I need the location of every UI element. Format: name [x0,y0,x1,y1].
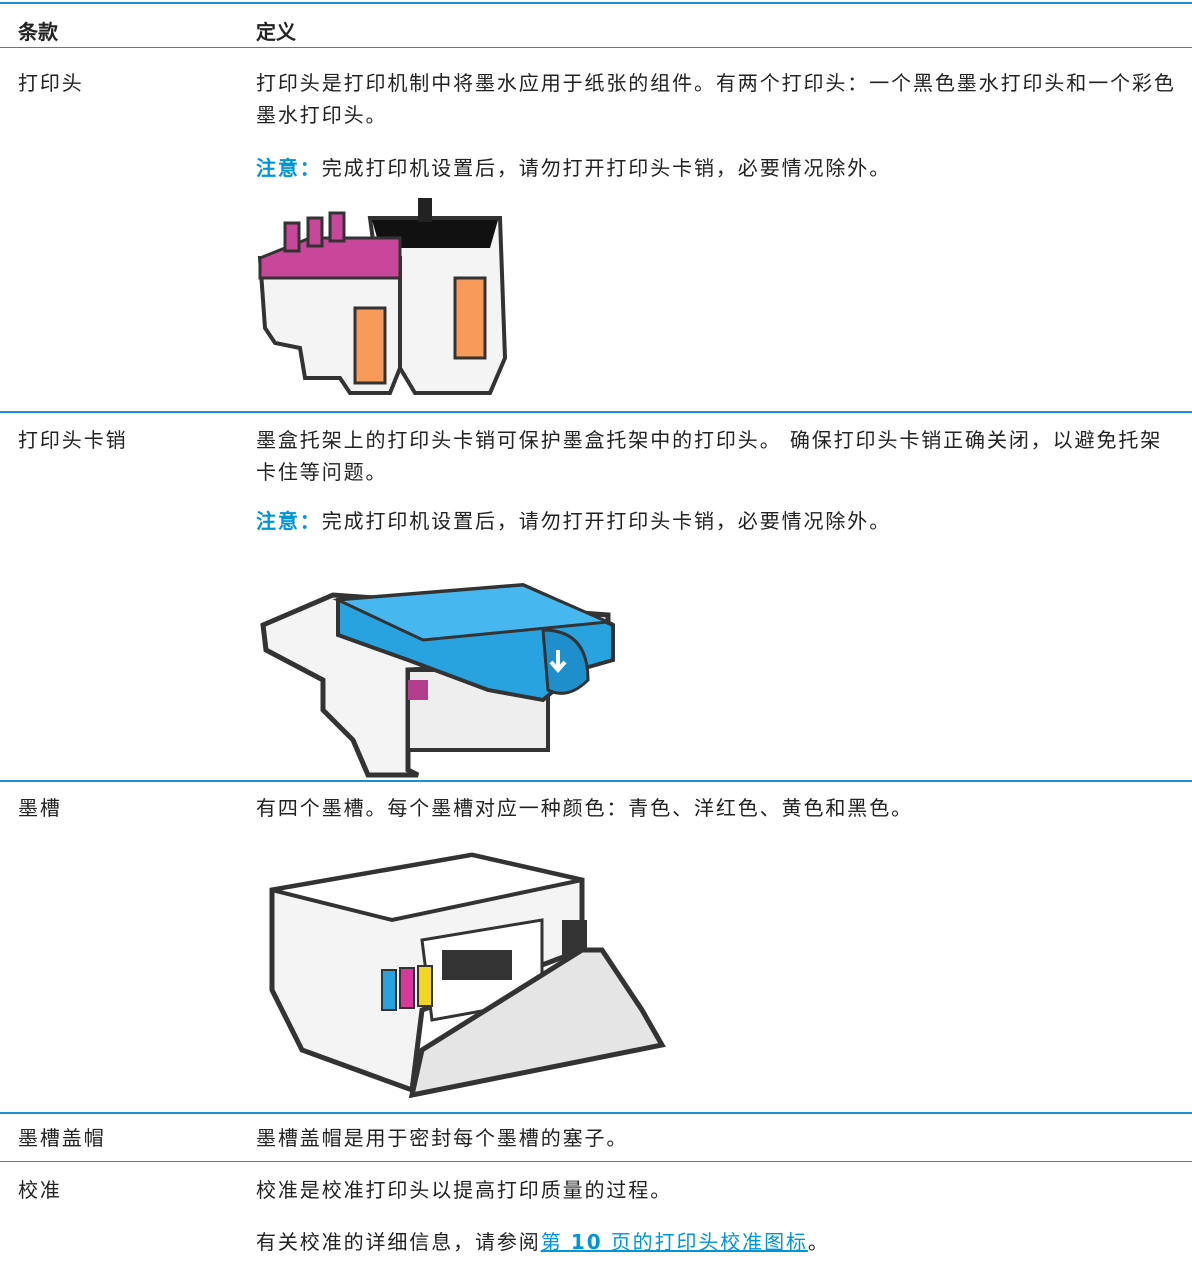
header-term: 条款 [18,20,58,44]
reference: 有关校准的详细信息，请参阅第 10 页的打印头校准图标。 [256,1226,1181,1258]
link-number[interactable]: 10 [570,1230,603,1254]
note-text: 完成打印机设置后，请勿打开打印头卡销，必要情况除外。 [321,509,892,533]
term: 打印头卡销 [18,428,128,452]
term: 打印头 [18,71,84,95]
definition: 打印头是打印机制中将墨水应用于纸张的组件。有两个打印头：一个黑色墨水打印头和一个… [256,71,1176,127]
header-rule [0,47,1192,48]
note-label: 注意： [256,509,322,533]
note-label: 注意： [256,156,322,180]
definition: 墨槽盖帽是用于密封每个墨槽的塞子。 [256,1126,629,1150]
row-rule [0,411,1192,413]
link-prefix[interactable]: 第 [540,1230,571,1254]
row-rule [0,780,1192,782]
term: 校准 [18,1178,62,1202]
latch-illustration [260,582,615,778]
reference-link[interactable]: 第 10 页的打印头校准图标 [541,1230,808,1254]
reference-text: 有关校准的详细信息，请参阅 [256,1230,541,1254]
reference-end: 。 [807,1230,830,1254]
term: 墨槽 [18,796,62,820]
link-suffix[interactable]: 页的打印头校准图标 [602,1230,808,1254]
definition: 墨盒托架上的打印头卡销可保护墨盒托架中的打印头。 确保打印头卡销正确关闭，以避免… [256,428,1163,484]
ink-tank-illustration [269,852,666,1099]
definition: 有四个墨槽。每个墨槽对应一种颜色：青色、洋红色、黄色和黑色。 [256,796,913,820]
header-definition: 定义 [256,20,296,44]
row-rule [0,1112,1192,1114]
note: 注意：完成打印机设置后，请勿打开打印头卡销，必要情况除外。 [256,152,1181,184]
term: 墨槽盖帽 [18,1126,106,1150]
table-top-rule [0,2,1192,4]
printhead-illustration [257,198,508,395]
note-text: 完成打印机设置后，请勿打开打印头卡销，必要情况除外。 [321,156,892,180]
row-rule [0,1161,1192,1162]
definition: 校准是校准打印头以提高打印质量的过程。 [256,1178,673,1202]
note: 注意：完成打印机设置后，请勿打开打印头卡销，必要情况除外。 [256,505,1181,537]
